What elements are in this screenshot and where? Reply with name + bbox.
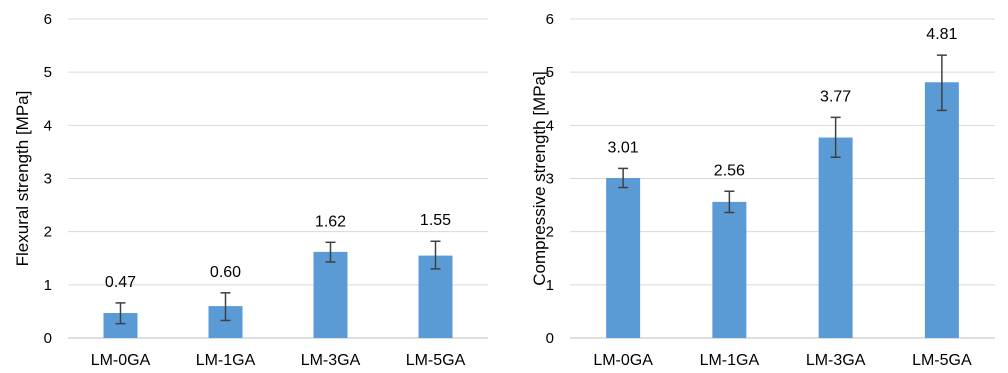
data-label: 3.01 <box>608 139 639 156</box>
y-tick-label: 6 <box>44 11 52 28</box>
data-label: 2.56 <box>714 162 745 179</box>
x-tick-label: LM-5GA <box>406 352 466 369</box>
data-label: 1.55 <box>420 212 451 229</box>
x-tick-label: LM-1GA <box>196 352 256 369</box>
y-tick-label: 6 <box>546 11 554 28</box>
y-axis-label: Flexural strength [MPa] <box>13 91 32 267</box>
y-tick-label: 4 <box>44 117 52 134</box>
bar <box>606 177 641 338</box>
data-label: 4.81 <box>926 26 957 43</box>
x-tick-label: LM-3GA <box>806 352 866 369</box>
y-tick-label: 5 <box>546 64 554 81</box>
x-tick-label: LM-0GA <box>593 352 653 369</box>
x-tick-label: LM-5GA <box>912 352 972 369</box>
data-label: 0.60 <box>210 264 241 281</box>
y-axis-label: Compressive strength [MPa] <box>530 71 549 285</box>
y-tick-label: 5 <box>44 64 52 81</box>
bar <box>712 201 747 338</box>
bar <box>313 251 348 338</box>
bar <box>924 82 959 338</box>
y-tick-label: 2 <box>546 224 554 241</box>
x-tick-label: LM-1GA <box>700 352 760 369</box>
flexural-strength-chart: 0 1 2 3 4 5 6 Flexural strength [MPa] 0.47 LM-0GA… <box>13 11 488 369</box>
data-label: 3.77 <box>820 88 851 105</box>
y-tick-label: 0 <box>546 330 554 347</box>
y-tick-label: 0 <box>44 330 52 347</box>
y-tick-label: 3 <box>44 171 52 188</box>
bar <box>818 137 853 338</box>
x-tick-label: LM-0GA <box>91 352 151 369</box>
compressive-strength-chart: 0 1 2 3 4 5 6 Compressive strength [MPa] 3.01 LM-… <box>530 11 995 369</box>
data-label: 1.62 <box>315 213 346 230</box>
y-tick-label: 3 <box>546 171 554 188</box>
y-tick-label: 4 <box>546 117 554 134</box>
y-tick-label: 1 <box>546 277 554 294</box>
y-tick-label: 2 <box>44 224 52 241</box>
x-tick-label: LM-3GA <box>301 352 361 369</box>
data-label: 0.47 <box>105 274 136 291</box>
y-tick-label: 1 <box>44 277 52 294</box>
